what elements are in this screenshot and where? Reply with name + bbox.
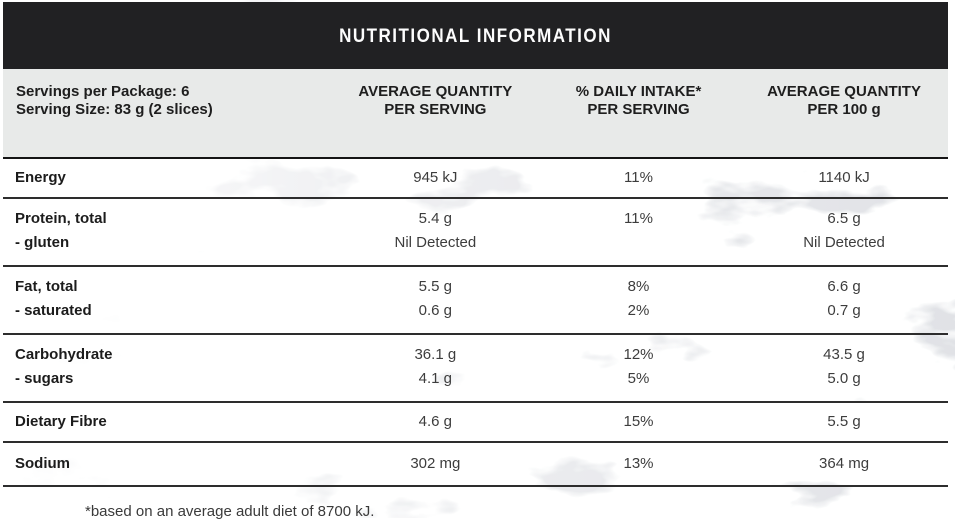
column-header-per-serving: AVERAGE QUANTITY PER SERVING: [358, 83, 513, 118]
table-header-row: Servings per Package: 6 Serving Size: 83…: [3, 69, 948, 159]
nutrient-row-sodium: Sodium 302 mg 13% 364 mg: [15, 455, 870, 472]
nutrient-row-fat-total: Fat, total 5.5 g 8% 6.6 g: [15, 278, 861, 295]
nutrient-row-gluten: - gluten Nil Detected Nil Detected: [15, 234, 885, 251]
nutrient-row-sugars: - sugars 4.1 g 5% 5.0 g: [15, 370, 861, 387]
section-energy: Energy 945 kJ 11% 1140 kJ: [3, 159, 948, 199]
nutrient-row-protein-total: Protein, total 5.4 g 11% 6.5 g: [15, 210, 861, 227]
nutrient-row-energy: Energy 945 kJ 11% 1140 kJ: [15, 169, 870, 186]
serving-size: Serving Size: 83 g (2 slices): [16, 100, 213, 118]
section-sodium: Sodium 302 mg 13% 364 mg: [3, 443, 948, 487]
nutrient-row-saturated: - saturated 0.6 g 2% 0.7 g: [15, 302, 861, 319]
column-header-daily-intake: % DAILY INTAKE* PER SERVING: [575, 83, 702, 118]
daily-intake-footnote: *based on an average adult diet of 8700 …: [85, 503, 375, 520]
serving-info: Servings per Package: 6 Serving Size: 83…: [3, 83, 334, 118]
nutrient-row-carbohydrate: Carbohydrate 36.1 g 12% 43.5 g: [15, 346, 865, 363]
nutrition-panel: NUTRITIONAL INFORMATION Servings per Pac…: [3, 2, 948, 520]
column-header-per-100g: AVERAGE QUANTITY PER 100 g: [767, 83, 921, 118]
panel-titlebar: NUTRITIONAL INFORMATION: [3, 2, 948, 69]
servings-per-package: Servings per Package: 6: [16, 83, 190, 100]
section-fat: Fat, total 5.5 g 8% 6.6 g - saturated 0.…: [3, 267, 948, 335]
section-protein: Protein, total 5.4 g 11% 6.5 g - gluten …: [3, 199, 948, 267]
panel-title: NUTRITIONAL INFORMATION: [339, 24, 612, 46]
section-dietary-fibre: Dietary Fibre 4.6 g 15% 5.5 g: [3, 403, 948, 443]
nutrient-row-dietary-fibre: Dietary Fibre 4.6 g 15% 5.5 g: [15, 413, 861, 430]
section-carbohydrate: Carbohydrate 36.1 g 12% 43.5 g - sugars …: [3, 335, 948, 403]
